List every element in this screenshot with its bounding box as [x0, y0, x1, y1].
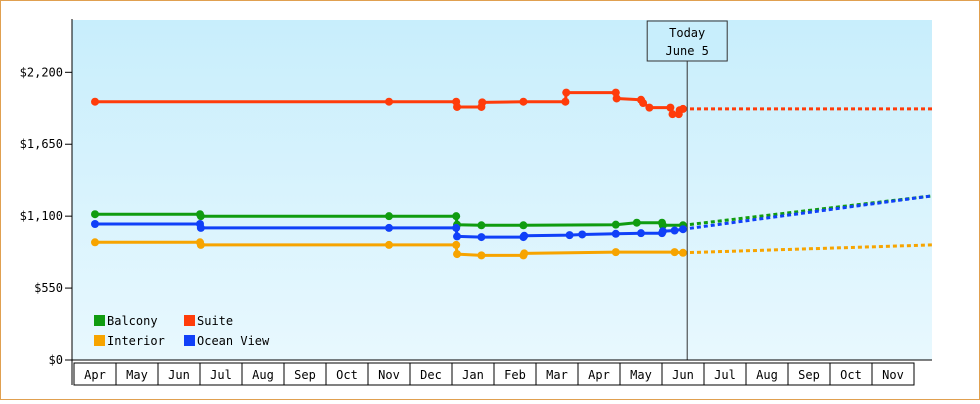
legend-swatch — [94, 335, 105, 346]
data-point — [91, 238, 99, 247]
data-point — [385, 212, 393, 221]
data-point — [520, 231, 529, 240]
data-point — [658, 221, 667, 230]
legend-label: Interior — [107, 334, 165, 348]
data-point — [196, 240, 205, 249]
data-point — [670, 226, 679, 235]
data-point — [679, 225, 687, 234]
y-tick-label: $550 — [34, 281, 63, 295]
x-tick-label: Mar — [546, 368, 568, 382]
data-point — [452, 240, 461, 249]
data-point — [679, 248, 687, 257]
x-tick-label: Jun — [168, 368, 190, 382]
data-point — [668, 110, 677, 119]
x-tick-label: Nov — [378, 368, 400, 382]
data-point — [453, 102, 462, 111]
x-tick-label: Aug — [252, 368, 274, 382]
today-box — [646, 20, 728, 62]
data-point — [477, 233, 486, 242]
today-label: Today — [669, 26, 705, 40]
data-point — [611, 220, 620, 229]
today-marker: Today June 5 — [646, 20, 728, 360]
x-tick-label: Oct — [336, 368, 358, 382]
data-point — [666, 103, 675, 112]
plot-area — [72, 20, 932, 360]
x-tick-label: Oct — [840, 368, 862, 382]
data-point — [477, 251, 486, 260]
x-tick-label: Jan — [462, 368, 484, 382]
data-point — [452, 223, 461, 232]
today-date: June 5 — [666, 44, 709, 58]
x-tick-label: May — [630, 368, 652, 382]
x-month-cell — [871, 362, 915, 386]
y-tick-label: $1,100 — [20, 209, 63, 223]
data-point — [611, 248, 620, 257]
data-point — [632, 218, 641, 227]
data-point — [611, 229, 620, 238]
y-axis-ticks: $0 $550 $1,100 $1,650 $2,200 — [20, 65, 72, 367]
data-point — [453, 232, 462, 241]
y-tick-label: $2,200 — [20, 65, 63, 79]
data-point — [639, 99, 648, 108]
data-point — [562, 88, 571, 97]
x-tick-label: Sep — [294, 368, 316, 382]
legend-label: Balcony — [107, 314, 158, 328]
data-point — [385, 97, 393, 106]
data-point — [679, 104, 687, 113]
legend-label: Ocean View — [197, 334, 270, 348]
legend: Balcony Suite Interior Ocean View — [94, 314, 270, 348]
x-tick-label: Nov — [882, 368, 904, 382]
data-point — [385, 240, 393, 249]
data-point — [611, 88, 620, 97]
data-point — [91, 210, 99, 219]
x-tick-label: Apr — [588, 368, 610, 382]
data-point — [478, 98, 487, 107]
data-point — [91, 220, 99, 228]
data-point — [91, 97, 99, 106]
x-tick-label: Jul — [714, 368, 736, 382]
legend-label: Suite — [197, 314, 233, 328]
x-axis-months: Apr May Jun Jul Aug Sep Oct Nov Dec Jan Feb Mar Apr M… — [73, 362, 915, 386]
data-point — [578, 230, 587, 239]
x-tick-label: Aug — [756, 368, 778, 382]
x-tick-label: Jul — [210, 368, 232, 382]
data-point — [452, 212, 461, 221]
data-point — [196, 223, 205, 232]
x-tick-label: Sep — [798, 368, 820, 382]
x-tick-label: Jun — [672, 368, 694, 382]
legend-swatch — [184, 315, 195, 326]
x-tick-label: May — [126, 368, 148, 382]
legend-swatch — [94, 315, 105, 326]
data-point — [477, 221, 486, 230]
data-point — [519, 221, 528, 230]
x-tick-label: Feb — [504, 368, 526, 382]
data-point — [561, 97, 570, 106]
y-tick-label: $1,650 — [20, 137, 63, 151]
data-point — [453, 250, 462, 259]
y-tick-label: $0 — [49, 353, 63, 367]
data-point — [565, 231, 574, 240]
data-point — [519, 97, 528, 106]
legend-swatch — [184, 335, 195, 346]
data-point — [658, 227, 667, 236]
data-point — [612, 94, 621, 103]
data-point — [670, 248, 679, 257]
x-tick-label: Dec — [420, 368, 442, 382]
data-point — [196, 212, 205, 221]
data-point — [385, 223, 393, 232]
data-point — [637, 229, 645, 238]
data-point — [645, 103, 654, 112]
series-markers — [91, 88, 687, 260]
x-tick-label: Apr — [84, 368, 106, 382]
data-point — [520, 249, 529, 258]
